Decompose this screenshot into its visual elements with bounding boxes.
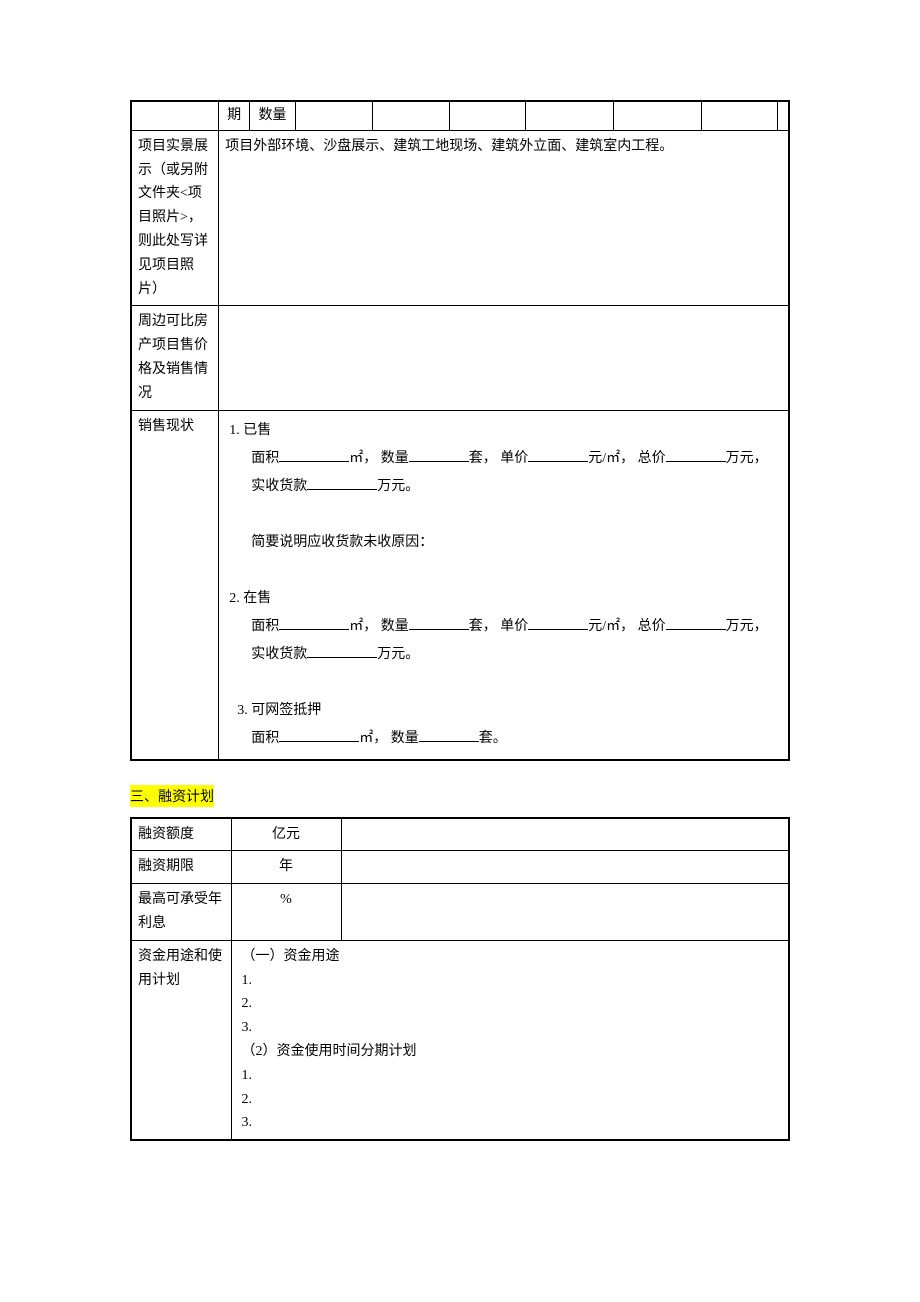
- value-rate: %: [231, 884, 341, 941]
- u2-price: 元/㎡，: [588, 619, 634, 634]
- t-total: 总价: [638, 451, 666, 466]
- header-c8: [701, 101, 778, 130]
- blank-area3[interactable]: [279, 728, 359, 742]
- t-price: 单价: [500, 451, 528, 466]
- row-usage: 资金用途和使用计划 （一）资金用途 1. 2. 3. （2）资金使用时间分期计划…: [131, 940, 789, 1140]
- u-area: ㎡，: [349, 451, 377, 466]
- header-qty: 数量: [249, 101, 295, 130]
- row-rate: 最高可承受年利息 %: [131, 884, 789, 941]
- header-c5: [449, 101, 526, 130]
- reason-note: 简要说明应收货款未收原因：: [229, 529, 778, 557]
- project-info-table: 期 数量 项目实景展示（或另附文件夹<项目照片>，则此处写详见项目照片） 项目外…: [130, 100, 790, 761]
- onsale-num: 2.: [229, 591, 240, 606]
- usage-i2: 2.: [238, 992, 783, 1016]
- header-c9: [778, 101, 789, 130]
- label-usage: 资金用途和使用计划: [131, 940, 231, 1140]
- u2-received: 万元。: [377, 647, 419, 662]
- u3-qty: 套。: [479, 731, 507, 746]
- blank-price2[interactable]: [528, 616, 588, 630]
- content-comparable: [219, 306, 789, 410]
- usage-heading1: （一）资金用途: [238, 945, 783, 969]
- u3-area: ㎡，: [359, 731, 387, 746]
- blank-rate: [341, 884, 789, 941]
- usage-j2: 2.: [238, 1088, 783, 1112]
- t-area: 面积: [251, 451, 279, 466]
- t2-area: 面积: [251, 619, 279, 634]
- value-term: 年: [231, 851, 341, 884]
- u-price: 元/㎡，: [588, 451, 634, 466]
- blank-qty2[interactable]: [409, 616, 469, 630]
- row-project-display: 项目实景展示（或另附文件夹<项目照片>，则此处写详见项目照片） 项目外部环境、沙…: [131, 130, 789, 306]
- sold-line2: 实收货款 万元。: [229, 473, 778, 501]
- t2-qty: 数量: [381, 619, 409, 634]
- content-sales-status: 1. 已售 面积㎡， 数量套， 单价元/㎡， 总价万元， 实收货款万元。 简要说…: [219, 410, 789, 760]
- label-amount: 融资额度: [131, 818, 231, 851]
- mortgage-num: 3.: [229, 703, 248, 718]
- blank-price[interactable]: [528, 448, 588, 462]
- sold-line1: 面积 ㎡， 数量 套， 单价 元/㎡， 总价 万元，: [229, 445, 778, 473]
- blank-term: [341, 851, 789, 884]
- blank-qty[interactable]: [409, 448, 469, 462]
- t-qty: 数量: [381, 451, 409, 466]
- usage-i1: 1.: [238, 969, 783, 993]
- t2-received: 实收货款: [251, 647, 307, 662]
- blank-received[interactable]: [307, 476, 377, 490]
- blank-area2[interactable]: [279, 616, 349, 630]
- table-header-row: 期 数量: [131, 101, 789, 130]
- header-c3: [295, 101, 372, 130]
- u2-total: 万元，: [726, 619, 768, 634]
- onsale-title: 在售: [243, 591, 271, 606]
- header-c4: [372, 101, 449, 130]
- content-usage: （一）资金用途 1. 2. 3. （2）资金使用时间分期计划 1. 2. 3.: [231, 940, 789, 1140]
- content-project-display: 项目外部环境、沙盘展示、建筑工地现场、建筑外立面、建筑室内工程。: [219, 130, 789, 306]
- u2-area: ㎡，: [349, 619, 377, 634]
- t3-area: 面积: [251, 731, 279, 746]
- t2-price: 单价: [500, 619, 528, 634]
- onsale-line1: 面积 ㎡， 数量 套， 单价 元/㎡， 总价 万元，: [229, 613, 778, 641]
- t-received: 实收货款: [251, 479, 307, 494]
- row-amount: 融资额度 亿元: [131, 818, 789, 851]
- usage-i3: 3.: [238, 1016, 783, 1040]
- financing-plan-table: 融资额度 亿元 融资期限 年 最高可承受年利息 % 资金用途和使用计划 （一）资…: [130, 817, 790, 1142]
- label-sales-status: 销售现状: [131, 410, 219, 760]
- value-amount: 亿元: [231, 818, 341, 851]
- sold-num: 1.: [229, 423, 240, 438]
- u-total: 万元，: [726, 451, 768, 466]
- blank-area[interactable]: [279, 448, 349, 462]
- blank-received2[interactable]: [307, 644, 377, 658]
- label-project-display: 项目实景展示（或另附文件夹<项目照片>，则此处写详见项目照片）: [131, 130, 219, 306]
- mortgage-title: 可网签抵押: [251, 703, 321, 718]
- row-comparable: 周边可比房产项目售价格及销售情况: [131, 306, 789, 410]
- mortgage-line: 面积 ㎡， 数量 套。: [229, 725, 778, 753]
- usage-j3: 3.: [238, 1111, 783, 1135]
- t2-total: 总价: [638, 619, 666, 634]
- row-term: 融资期限 年: [131, 851, 789, 884]
- blank-amount: [341, 818, 789, 851]
- u-qty: 套，: [469, 451, 497, 466]
- onsale-line2: 实收货款 万元。: [229, 641, 778, 669]
- header-c6: [526, 101, 614, 130]
- t3-qty: 数量: [391, 731, 419, 746]
- blank-qty3[interactable]: [419, 728, 479, 742]
- section-title-financing: 三、融资计划: [130, 785, 214, 807]
- u-received: 万元。: [377, 479, 419, 494]
- header-blank: [131, 101, 219, 130]
- label-term: 融资期限: [131, 851, 231, 884]
- header-period: 期: [219, 101, 250, 130]
- blank-total2[interactable]: [666, 616, 726, 630]
- label-comparable: 周边可比房产项目售价格及销售情况: [131, 306, 219, 410]
- usage-j1: 1.: [238, 1064, 783, 1088]
- row-sales-status: 销售现状 1. 已售 面积㎡， 数量套， 单价元/㎡， 总价万元， 实收货款万元…: [131, 410, 789, 760]
- header-c7: [613, 101, 701, 130]
- u2-qty: 套，: [469, 619, 497, 634]
- sold-title: 已售: [243, 423, 271, 438]
- usage-heading2: （2）资金使用时间分期计划: [238, 1040, 783, 1064]
- label-rate: 最高可承受年利息: [131, 884, 231, 941]
- blank-total[interactable]: [666, 448, 726, 462]
